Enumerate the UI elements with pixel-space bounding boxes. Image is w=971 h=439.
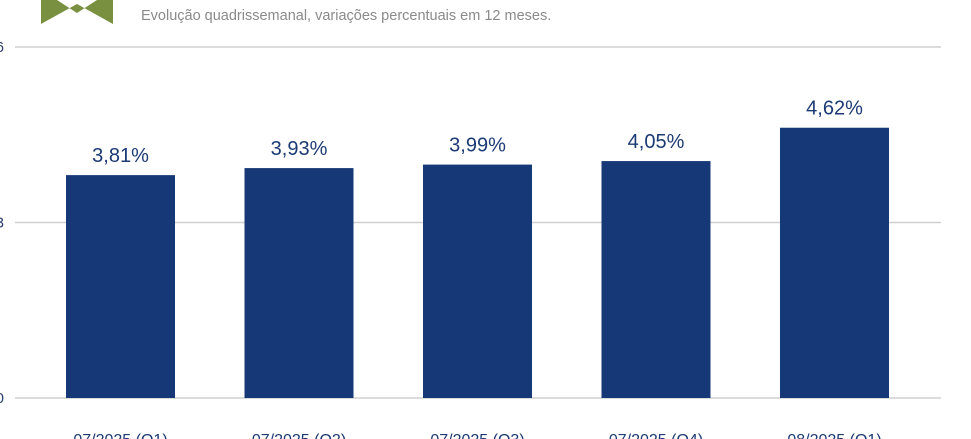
x-tick-label: 07/2025 (Q4) bbox=[609, 432, 703, 439]
data-label: 4,62% bbox=[806, 98, 863, 120]
y-axis-labels: 0 3 6 bbox=[0, 39, 4, 407]
y-tick-label: 6 bbox=[0, 39, 4, 56]
chart-subtitle: Evolução quadrissemanal, variações perce… bbox=[141, 8, 552, 24]
x-tick-label: 08/2025 (Q1) bbox=[787, 432, 881, 439]
bar bbox=[601, 161, 711, 398]
y-tick-label: 3 bbox=[0, 215, 4, 232]
bars bbox=[66, 127, 889, 398]
x-tick-label: 07/2025 (Q3) bbox=[430, 432, 524, 439]
x-axis-labels: 07/2025 (Q1) 07/2025 (Q2) 07/2025 (Q3) 07/2… bbox=[73, 432, 881, 439]
bar bbox=[423, 164, 532, 398]
data-labels: 3,81% 3,93% 3,99% 4,05% 4,62% bbox=[92, 98, 863, 167]
logo-icon bbox=[41, 0, 113, 24]
data-label: 3,93% bbox=[271, 138, 328, 160]
x-tick-label: 07/2025 (Q1) bbox=[73, 432, 167, 439]
x-tick-label: 07/2025 (Q2) bbox=[252, 432, 346, 439]
bar bbox=[66, 175, 175, 398]
data-label: 3,81% bbox=[92, 145, 149, 167]
data-label: 4,05% bbox=[628, 131, 685, 153]
bar bbox=[244, 168, 354, 398]
y-tick-label: 0 bbox=[0, 390, 4, 407]
data-label: 3,99% bbox=[449, 135, 506, 157]
bar bbox=[780, 127, 889, 398]
